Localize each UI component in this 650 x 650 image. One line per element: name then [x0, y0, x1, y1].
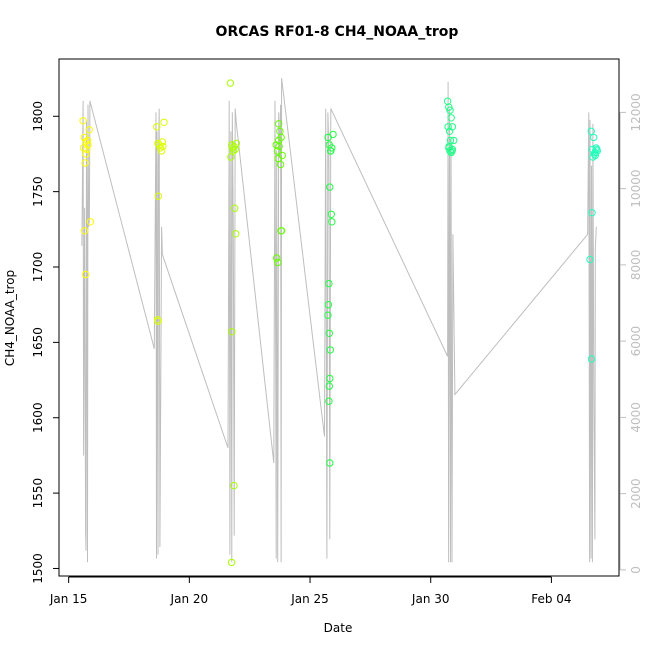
data-point: [329, 130, 337, 139]
y2-tick-label: 0: [629, 566, 643, 574]
data-point: [588, 209, 596, 217]
data-point: [154, 317, 162, 325]
y2-tick-label: 12000: [629, 93, 643, 131]
data-point: [80, 227, 89, 235]
data-point: [79, 117, 87, 125]
data-point: [327, 147, 335, 155]
data-point: [275, 136, 283, 145]
data-point: [81, 159, 89, 167]
plot-area: [79, 78, 601, 567]
data-point: [157, 147, 166, 155]
altitude-line: [81, 78, 597, 563]
chart-title: ORCAS RF01-8 CH4_NOAA_trop: [216, 24, 459, 40]
data-point: [227, 558, 236, 567]
y2-tick-label: 8000: [629, 250, 643, 281]
data-point: [229, 147, 238, 155]
data-point: [232, 230, 240, 238]
y-tick-label: 1550: [31, 478, 45, 509]
data-point: [445, 127, 454, 136]
y2-tick-label: 10000: [629, 170, 643, 208]
data-point: [274, 258, 282, 267]
x-tick-label: Jan 25: [290, 592, 329, 606]
data-point: [593, 145, 601, 154]
x-axis-label: Date: [324, 621, 353, 635]
y-tick-label: 1500: [31, 553, 45, 584]
data-point: [326, 183, 334, 191]
data-point: [445, 142, 453, 151]
data-point: [83, 136, 92, 145]
data-point: [86, 218, 95, 226]
data-point: [326, 374, 334, 383]
data-point: [587, 127, 595, 136]
x-tick-label: Jan 15: [49, 592, 88, 606]
data-point: [82, 150, 90, 158]
y-tick-label: 1700: [31, 252, 45, 283]
data-point: [325, 329, 333, 337]
plot-frame: [58, 58, 620, 577]
data-point: [586, 255, 594, 264]
data-point: [447, 114, 455, 122]
x-tick-label: Feb 04: [531, 592, 571, 606]
data-point: [159, 142, 167, 151]
data-point: [273, 147, 282, 155]
y2-tick-label: 2000: [629, 478, 643, 509]
data-point: [154, 192, 163, 200]
y-tick-label: 1650: [31, 327, 45, 358]
data-point: [324, 311, 332, 319]
data-point: [231, 204, 239, 212]
data-point: [228, 328, 236, 336]
data-point: [325, 279, 333, 288]
data-point: [160, 118, 168, 127]
data-point: [326, 346, 334, 354]
data-point: [227, 153, 235, 161]
y2-tick-label: 6000: [629, 326, 643, 357]
data-point: [327, 210, 335, 219]
data-point: [83, 145, 91, 154]
data-point: [275, 120, 283, 128]
y-tick-label: 1750: [31, 176, 45, 207]
data-point: [325, 397, 333, 405]
data-point: [158, 138, 167, 146]
data-point: [587, 355, 596, 363]
data-point: [444, 123, 452, 131]
data-point: [153, 123, 161, 131]
data-point: [326, 459, 334, 467]
y2-tick-label: 4000: [629, 402, 643, 433]
data-point: [84, 141, 92, 149]
data-point: [232, 139, 241, 148]
data-point: [85, 126, 93, 134]
data-point: [446, 106, 454, 114]
data-point: [328, 218, 336, 226]
data-point: [230, 481, 238, 490]
y-tick-label: 1800: [31, 101, 45, 132]
x-tick-label: Jan 30: [411, 592, 450, 606]
data-point: [324, 301, 333, 309]
data-point: [590, 133, 598, 142]
data-point: [277, 227, 286, 235]
data-point: [81, 270, 90, 279]
data-point: [328, 144, 336, 152]
data-point: [226, 79, 235, 87]
data-point: [276, 160, 285, 169]
data-point: [325, 382, 333, 390]
y-tick-label: 1600: [31, 402, 45, 433]
data-point: [273, 254, 281, 262]
data-point: [278, 151, 286, 160]
axes: Jan 15 Jan 20 Jan 25 Jan 30 Feb 04 1500 1550 16…: [31, 93, 643, 606]
y-axis-label: CH4_NOAA_trop: [3, 270, 17, 366]
x-tick-label: Jan 20: [170, 592, 209, 606]
data-point: [450, 136, 458, 145]
